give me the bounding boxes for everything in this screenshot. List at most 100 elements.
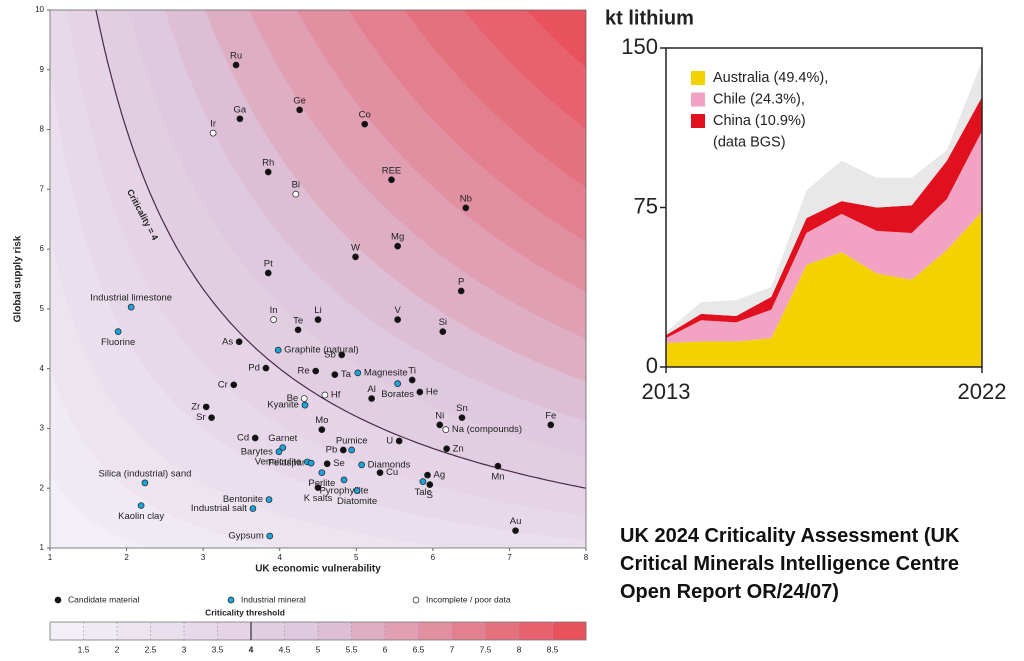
point <box>426 481 434 488</box>
point <box>352 253 359 261</box>
point-label: Na (compounds) <box>452 424 522 435</box>
colorbar-tick-label: 7.5 <box>480 644 492 654</box>
point-label: Kaolin clay <box>118 511 164 522</box>
point-label: Diamonds <box>368 459 411 470</box>
point <box>353 487 361 494</box>
point-label: Diatomite <box>337 496 377 507</box>
legend-label: Chile (24.3%), <box>713 91 805 107</box>
colorbar-band <box>217 622 252 640</box>
legend-swatch <box>691 114 705 128</box>
y-tick-label: 150 <box>621 34 658 59</box>
legend-label: Incomplete / poor data <box>426 594 511 604</box>
x-tick-label: 8 <box>584 553 589 562</box>
point <box>547 421 555 429</box>
point-label: Pyrophyllite <box>319 485 368 496</box>
point-label: U <box>386 436 393 447</box>
x-tick-label: 2022 <box>958 379 1007 404</box>
point <box>314 316 322 323</box>
point-label: Fluorine <box>101 337 135 348</box>
point-label: Ge <box>293 95 306 106</box>
point-label: Ti <box>408 366 416 377</box>
y-tick-label: 6 <box>40 244 45 253</box>
chart-title: kt lithium <box>605 7 694 29</box>
point-label: Mg <box>391 232 404 243</box>
point-label: Sr <box>196 412 206 423</box>
y-tick-label: 7 <box>40 184 45 193</box>
point-label: V <box>394 305 401 316</box>
point <box>318 469 326 477</box>
point-label: Se <box>333 458 345 469</box>
colorbar-band <box>184 622 218 640</box>
colorbar-band <box>485 622 520 640</box>
point-label: Industrial salt <box>191 503 247 514</box>
point <box>340 476 348 484</box>
colorbar-tick-label: 5 <box>316 644 321 654</box>
point <box>208 414 215 422</box>
point-label: Re <box>298 366 310 377</box>
point-label: REE <box>382 165 402 176</box>
point-label: Sb <box>324 349 336 360</box>
point <box>141 479 149 487</box>
point <box>301 401 309 409</box>
y-tick-label: 4 <box>40 364 45 373</box>
point <box>270 316 277 323</box>
point <box>394 242 401 250</box>
point-label: Fe <box>545 410 556 421</box>
point-label: Pumice <box>336 435 368 446</box>
point <box>127 303 135 311</box>
point <box>300 395 308 402</box>
point-label: Perlite <box>308 478 335 489</box>
legend-swatch <box>691 71 705 85</box>
point-label: Te <box>293 315 303 326</box>
point <box>249 505 257 512</box>
colorbar-band <box>385 622 419 640</box>
point-label: He <box>426 386 438 397</box>
y-axis-label: Global supply risk <box>13 235 24 322</box>
point <box>376 469 384 477</box>
colorbar-band <box>150 622 185 640</box>
legend-label: Industrial mineral <box>241 594 306 604</box>
point <box>323 460 331 468</box>
point-label: Rh <box>262 158 274 169</box>
legend-marker <box>227 596 235 604</box>
x-tick-label: 3 <box>201 553 206 562</box>
y-tick-label: 0 <box>646 353 658 378</box>
point-label: Nb <box>460 193 472 204</box>
point <box>264 168 272 176</box>
colorbar-tick-label: 4 <box>249 644 254 654</box>
point <box>274 346 282 354</box>
point <box>232 61 240 69</box>
point-label: As <box>222 336 233 347</box>
point <box>321 391 329 399</box>
y-tick-label: 2 <box>40 483 45 492</box>
legend-label: China (10.9%) <box>713 113 806 129</box>
point-label: Au <box>510 516 522 527</box>
y-tick-label: 8 <box>40 125 45 134</box>
point-label: Hf <box>331 389 341 400</box>
colorbar-tick-label: 1.5 <box>78 644 90 654</box>
point <box>114 328 122 335</box>
point <box>436 421 444 429</box>
legend-swatch <box>691 92 705 107</box>
point-label: Bentonite <box>223 494 263 505</box>
point-label: Ga <box>234 104 247 115</box>
point-label: Be <box>287 393 299 404</box>
colorbar-band <box>50 622 84 640</box>
point-label: Gypsum <box>228 531 263 542</box>
point-label: Bi <box>292 180 300 191</box>
point-label: Ta <box>341 369 352 380</box>
colorbar-tick-label: 6.5 <box>413 644 425 654</box>
point <box>416 388 424 396</box>
point <box>512 527 519 535</box>
point <box>358 461 365 469</box>
point <box>235 338 243 346</box>
colorbar-band <box>83 622 118 640</box>
y-tick-label: 75 <box>634 193 658 218</box>
legend-label: Candidate material <box>68 594 139 604</box>
point <box>348 446 356 454</box>
point-label: Si <box>439 317 447 328</box>
caption: UK 2024 Criticality Assessment (UK Criti… <box>620 525 960 603</box>
point <box>318 426 326 433</box>
criticality-band <box>526 10 586 68</box>
